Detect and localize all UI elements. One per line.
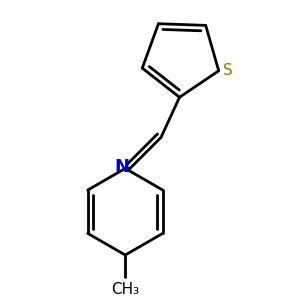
Text: N: N — [114, 158, 129, 176]
Text: CH₃: CH₃ — [111, 282, 139, 297]
Text: S: S — [223, 63, 233, 78]
